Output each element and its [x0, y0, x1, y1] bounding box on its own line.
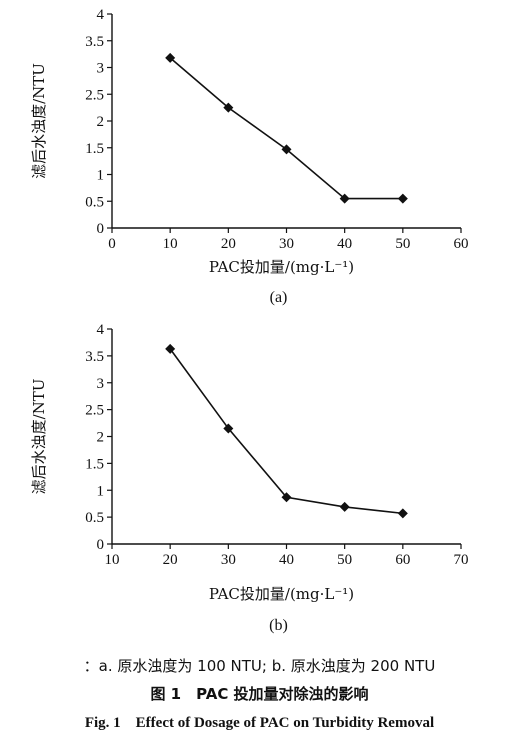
x-tick-label: 30: [221, 552, 236, 568]
x-tick-label: 50: [395, 236, 410, 252]
y-tick-label: 3.5: [85, 34, 104, 50]
y-tick-label: 1: [97, 483, 105, 499]
figure-caption-english: Fig. 1 Effect of Dosage of PAC on Turbid…: [84, 715, 435, 731]
figure-note: ：a. 原水浊度为 100 NTU; b. 原水浊度为 200 NTU: [83, 657, 436, 675]
x-tick-label: 20: [221, 236, 236, 252]
y-tick-label: 0.5: [85, 510, 104, 526]
panel-label: (a): [270, 289, 288, 306]
y-tick-label: 3: [97, 376, 105, 392]
data-point-marker: [223, 102, 234, 113]
x-tick-label: 60: [395, 552, 410, 568]
chart-panel-2: 0 0.5 1 1.5 2 2.5 3 3.5 4 10 20 30 40 50 60 70 PAC投加量/(m…: [30, 322, 469, 634]
x-tick-label: 40: [337, 236, 352, 252]
x-tick-label: 20: [163, 552, 178, 568]
y-axis-title: 滤后水浊度/NTU: [30, 379, 48, 495]
data-point-marker: [397, 193, 408, 204]
x-tick-label: 10: [105, 552, 120, 568]
y-tick-label: 3: [97, 61, 105, 77]
data-point-marker: [339, 501, 350, 512]
figure-caption-chinese: 图 1 PAC 投加量对除浊的影响: [150, 685, 369, 703]
data-point-marker: [281, 492, 292, 503]
y-tick-label: 1.5: [85, 141, 104, 157]
x-axis-title: PAC投加量/(mg·L⁻¹): [209, 585, 354, 603]
y-tick-label: 0.5: [85, 194, 104, 210]
x-tick-label: 30: [279, 236, 294, 252]
data-point-marker: [165, 343, 176, 354]
series-line: [169, 57, 403, 200]
x-tick-label: 0: [108, 236, 116, 252]
x-axis-title: PAC投加量/(mg·L⁻¹): [209, 258, 354, 276]
data-point-marker: [281, 144, 292, 155]
data-point-marker: [339, 193, 350, 204]
data-point-marker: [165, 52, 176, 63]
x-tick-label: 70: [454, 552, 469, 568]
y-tick-label: 3.5: [85, 349, 104, 365]
x-tick-label: 10: [163, 236, 178, 252]
series-line: [169, 348, 403, 515]
data-point-marker: [223, 423, 234, 434]
y-tick-label: 4: [97, 322, 105, 338]
y-tick-label: 1.5: [85, 456, 104, 472]
y-tick-label: 0: [97, 537, 105, 553]
panel-label: (b): [269, 617, 288, 634]
y-tick-label: 2: [97, 114, 105, 130]
y-tick-label: 2.5: [85, 403, 104, 419]
chart-panel-1: 00.511.522.533.540 10 20 30 40 50 60PAC投加量/(mg…: [30, 7, 469, 306]
y-axis-title: 滤后水浊度/NTU: [30, 63, 48, 179]
y-tick-label: 1: [97, 168, 105, 184]
x-tick-label: 50: [337, 552, 352, 568]
y-tick-label: 2: [97, 430, 105, 446]
y-tick-label: 2.5: [85, 87, 104, 103]
data-point-marker: [397, 508, 408, 519]
y-tick-label: 0: [97, 221, 105, 237]
x-tick-label: 60: [454, 236, 469, 252]
x-tick-label: 40: [279, 552, 294, 568]
y-tick-label: 4: [97, 7, 105, 23]
